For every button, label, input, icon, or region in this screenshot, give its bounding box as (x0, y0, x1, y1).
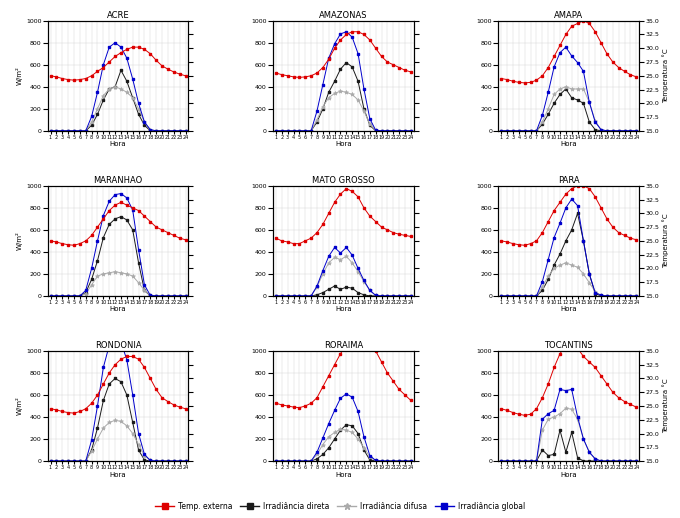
Legend: Temp. externa, Irradiância direta, Irradiância difusa, Irradiância global: Temp. externa, Irradiância direta, Irrad… (152, 498, 528, 514)
X-axis label: Hora: Hora (109, 471, 126, 478)
X-axis label: Hora: Hora (335, 307, 352, 312)
X-axis label: Hora: Hora (560, 141, 577, 147)
Title: TOCANTINS: TOCANTINS (545, 341, 593, 350)
Y-axis label: W/m²: W/m² (16, 397, 23, 415)
X-axis label: Hora: Hora (109, 307, 126, 312)
Y-axis label: W/m²: W/m² (16, 66, 23, 85)
X-axis label: Hora: Hora (335, 471, 352, 478)
Title: RONDONIA: RONDONIA (95, 341, 141, 350)
Title: AMAZONAS: AMAZONAS (319, 11, 368, 20)
Y-axis label: Temperatura °C: Temperatura °C (662, 213, 669, 268)
X-axis label: Hora: Hora (560, 307, 577, 312)
Title: ACRE: ACRE (107, 11, 129, 20)
Title: AMAPA: AMAPA (554, 11, 583, 20)
Y-axis label: W/m²: W/m² (16, 232, 23, 250)
Title: MATO GROSSO: MATO GROSSO (312, 176, 375, 185)
Title: PARA: PARA (558, 176, 579, 185)
Y-axis label: Temperatura °C: Temperatura °C (662, 49, 669, 103)
Title: RORAIMA: RORAIMA (324, 341, 363, 350)
Title: MARANHAO: MARANHAO (93, 176, 143, 185)
X-axis label: Hora: Hora (335, 141, 352, 147)
Y-axis label: Temperatura °C: Temperatura °C (662, 379, 669, 433)
X-axis label: Hora: Hora (109, 141, 126, 147)
X-axis label: Hora: Hora (560, 471, 577, 478)
